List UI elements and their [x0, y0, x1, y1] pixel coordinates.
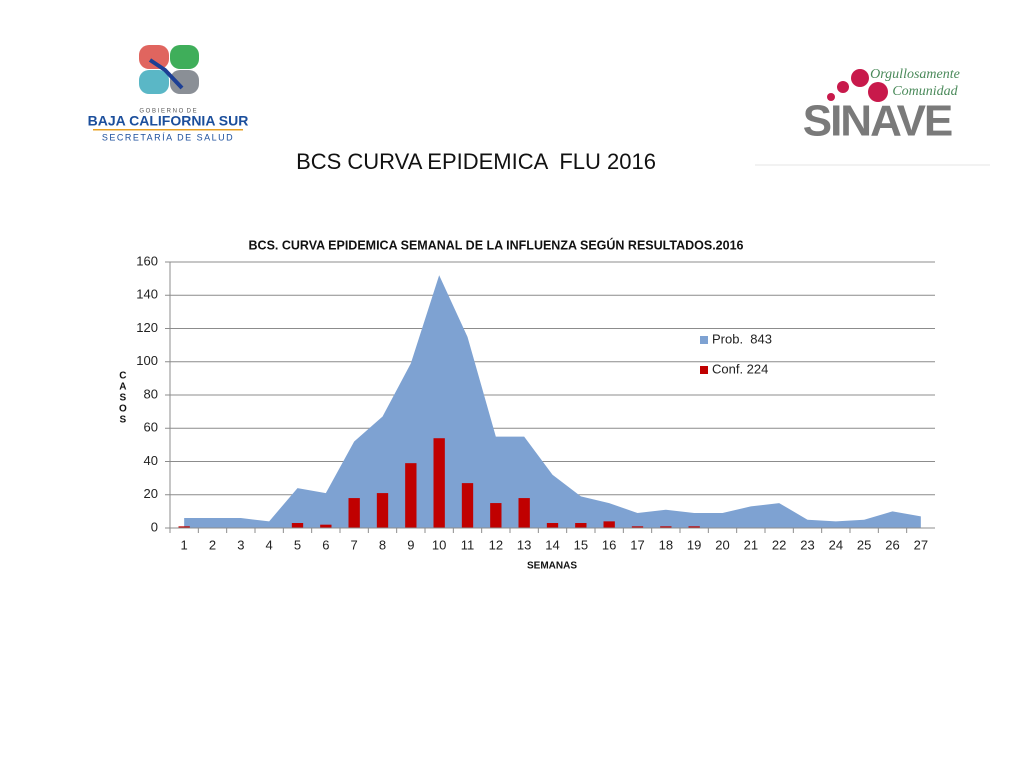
x-axis-label: SEMANAS	[527, 561, 577, 572]
x-tick-label: 8	[379, 537, 386, 552]
logo-right	[827, 69, 888, 102]
logo-text: Comunidad	[892, 84, 958, 99]
y-tick-label: 80	[144, 386, 158, 401]
x-tick-label: 5	[294, 537, 301, 552]
logo-text: BAJA CALIFORNIA SUR	[88, 113, 249, 129]
x-tick-label: 10	[432, 537, 446, 552]
y-tick-label: 160	[136, 253, 158, 268]
bar	[660, 526, 672, 528]
bar	[603, 521, 615, 528]
x-tick-label: 3	[237, 537, 244, 552]
logo-text: G O B I E R N O D E	[139, 109, 196, 115]
x-tick-label: 17	[630, 537, 644, 552]
logo-left	[139, 45, 199, 94]
slide-title: BCS CURVA EPIDEMICA FLU 2016	[296, 149, 656, 174]
logo-text: SECRETARÍA DE SALUD	[102, 132, 234, 142]
bar	[688, 526, 700, 528]
area	[184, 275, 921, 528]
x-tick-label: 22	[772, 537, 786, 552]
x-tick-label: 7	[351, 537, 358, 552]
x-tick-label: 2	[209, 537, 216, 552]
bar	[348, 498, 360, 528]
x-tick-label: 4	[266, 537, 273, 552]
y-tick-label: 20	[144, 486, 158, 501]
legend-swatch	[700, 366, 708, 374]
bar	[461, 483, 474, 528]
x-tick-label: 20	[715, 537, 729, 552]
logo-rule	[93, 129, 243, 131]
x-tick-label: 16	[602, 537, 616, 552]
x-tick-label: 21	[744, 537, 758, 552]
bar	[575, 523, 587, 528]
x-tick-label: 6	[322, 537, 329, 552]
x-tick-label: 23	[800, 537, 814, 552]
bar	[631, 526, 644, 528]
bar	[546, 523, 559, 528]
legend-swatch	[700, 336, 708, 344]
x-tick-label: 18	[659, 537, 673, 552]
bar	[433, 438, 445, 528]
bar	[518, 498, 530, 528]
bar	[376, 493, 389, 528]
x-tick-label: 9	[407, 537, 414, 552]
logo-text: Orgullosamente	[870, 67, 960, 82]
bar	[490, 503, 502, 528]
logo-text: SINAVE	[803, 97, 952, 146]
bar	[320, 524, 332, 528]
y-tick-label: 120	[136, 320, 158, 335]
x-tick-label: 25	[857, 537, 871, 552]
y-tick-label: 40	[144, 453, 158, 468]
chart-title: BCS. CURVA EPIDEMICA SEMANAL DE LA INFLU…	[249, 237, 744, 252]
bar	[291, 523, 304, 528]
y-tick-label: 0	[151, 519, 158, 534]
legend-label: Conf. 224	[712, 361, 768, 376]
x-tick-label: 27	[914, 537, 928, 552]
bar	[405, 463, 417, 528]
x-tick-label: 19	[687, 537, 701, 552]
x-tick-label: 11	[461, 537, 475, 552]
x-tick-label: 26	[885, 537, 899, 552]
y-tick-label: 140	[136, 287, 158, 302]
x-tick-label: 15	[574, 537, 588, 552]
legend-label: Prob. 843	[712, 331, 772, 346]
x-tick-label: 13	[517, 537, 531, 552]
bar	[178, 526, 190, 528]
x-tick-label: 1	[181, 537, 188, 552]
y-tick-label: 100	[136, 353, 158, 368]
y-tick-label: 60	[144, 420, 158, 435]
y-axis-label: CASOS	[117, 371, 128, 426]
x-tick-label: 24	[829, 537, 843, 552]
x-tick-label: 14	[545, 537, 559, 552]
x-tick-label: 12	[489, 537, 503, 552]
